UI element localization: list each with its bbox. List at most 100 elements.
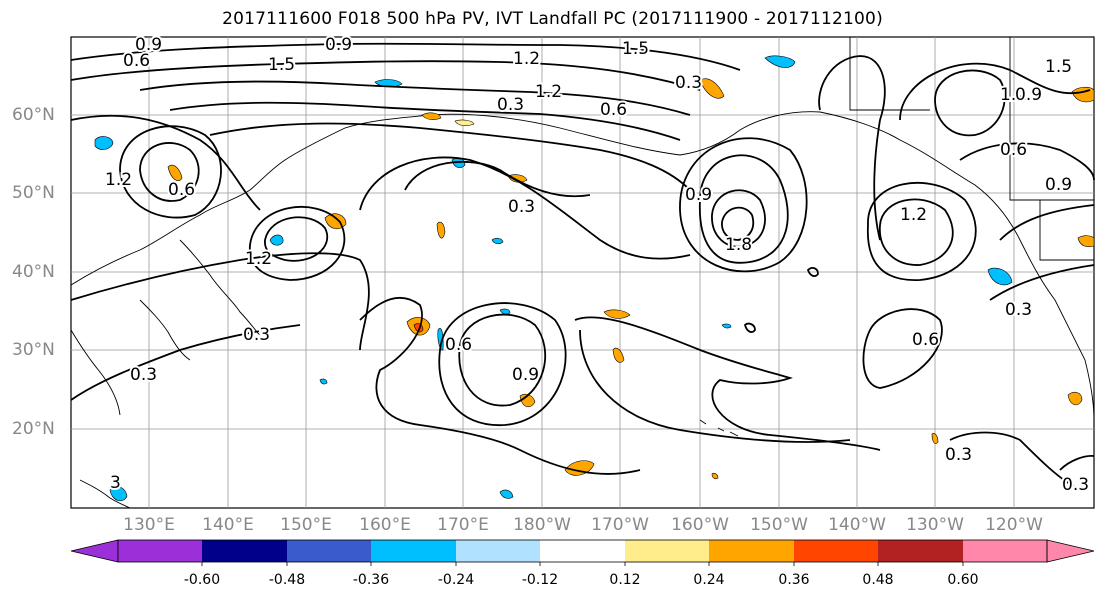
contour-label-halo: 1.5 <box>1045 57 1072 77</box>
contour-label: 0.6 <box>445 335 472 355</box>
colorbar-segment <box>456 540 540 562</box>
contour-label-halo: 0.6 <box>912 330 939 350</box>
contour-label: 0.6 <box>912 330 939 350</box>
contour-label: 0.9 <box>685 185 712 205</box>
contour-label: 1.2 <box>535 82 562 102</box>
colorbar-segment <box>202 540 287 562</box>
contour-label: 1.2 <box>900 205 927 225</box>
contour-label-halo: 1.2 <box>105 170 132 190</box>
contour-label: 0.9 <box>512 365 539 385</box>
contour-label-halo: 0.9 <box>325 35 352 55</box>
contour-label-halo: 0.3 <box>675 73 702 93</box>
contour-label-halo: 0.6 <box>1000 140 1027 160</box>
contour-label-halo: 0.3 <box>1005 300 1032 320</box>
colorbar-tick: 0.12 <box>609 572 641 588</box>
contour-label-halo: 0.3 <box>945 445 972 465</box>
contour-label: 1.2 <box>105 170 132 190</box>
contour-label-halo: 0.3 <box>243 325 270 345</box>
lat-label-40n: 40°N <box>12 262 55 282</box>
colorbar-segment <box>118 540 202 562</box>
contour-label-halo: 0.6 <box>445 335 472 355</box>
lon-label-170e: 170°E <box>437 515 489 535</box>
lon-label-160e: 160°E <box>359 515 411 535</box>
colorbar-frame <box>117 539 1048 563</box>
contour-label: 0.6 <box>600 100 627 120</box>
contour-label-halo: 0.3 <box>1062 475 1089 495</box>
contour-label-halo: 1.2 <box>1000 85 1027 105</box>
map-title: 2017111600 F018 500 hPa PV, IVT Landfall… <box>222 9 883 29</box>
contour-label-halo: 1.5 <box>622 39 649 59</box>
contour-labels: 0.90.9 0.90.91.51.5 1.21.21.21.20.60.60.30… <box>103 33 1091 497</box>
contour-label: 1.5 <box>622 39 649 59</box>
lon-label-130w: 130°W <box>906 515 964 535</box>
colorbar-tick: -0.48 <box>268 572 306 588</box>
colorbar <box>70 539 1095 566</box>
contour-label-halo: 0.6 <box>123 51 150 71</box>
coastlines <box>70 37 1095 509</box>
pv-contours <box>70 42 1095 491</box>
contour-label-halo: 3 <box>110 473 121 493</box>
contour-label: 0.3 <box>675 73 702 93</box>
contour-label: 1.5 <box>268 55 295 75</box>
colorbar-segment <box>794 540 878 562</box>
contour-label: 0.3 <box>508 197 535 217</box>
colorbar-segment <box>878 540 963 562</box>
contour-label: 0.9 <box>325 35 352 55</box>
contour-label: 0.3 <box>1062 475 1089 495</box>
contour-label: 0.9 <box>1015 85 1042 105</box>
colorbar-tick: 0.36 <box>778 572 810 588</box>
contour-label: 0.3 <box>243 325 270 345</box>
contour-label-halo: 1.2 <box>245 249 272 269</box>
lat-label-60n: 60°N <box>12 105 55 125</box>
colorbar-segment <box>540 540 625 562</box>
contour-label: 1.2 <box>513 49 540 69</box>
contour-label-halo: 1.2 <box>535 82 562 102</box>
contour-label: 0.3 <box>497 95 524 115</box>
lon-label-180w: 180°W <box>513 515 571 535</box>
lon-label-150e: 150°E <box>280 515 332 535</box>
colorbar-tick: 0.24 <box>693 572 725 588</box>
contour-label-halo: 0.6 <box>600 100 627 120</box>
contour-label-halo: 1.2 <box>900 205 927 225</box>
lon-label-160w: 160°W <box>671 515 729 535</box>
contour-label: 0.9 <box>1045 175 1072 195</box>
contour-label: 3 <box>110 473 121 493</box>
lon-label-130e: 130°E <box>123 515 175 535</box>
contour-label-halo: 0.9 <box>685 185 712 205</box>
contour-label-halo: 0.6 <box>168 180 195 200</box>
contour-label: 0.3 <box>1005 300 1032 320</box>
colorbar-tick: 0.60 <box>947 572 979 588</box>
colorbar-segment <box>963 540 1047 562</box>
contour-label: 0.9 <box>135 35 162 55</box>
anomaly-patches <box>94 55 1095 502</box>
contour-label-halo: 0.9 <box>135 35 162 55</box>
lat-label-20n: 20°N <box>12 419 55 439</box>
lon-label-140e: 140°E <box>202 515 254 535</box>
lat-label-30n: 30°N <box>12 340 55 360</box>
colorbar-tick: -0.24 <box>437 572 475 588</box>
colorbar-extend-min <box>70 539 119 563</box>
contour-label: 1.8 <box>725 235 752 255</box>
lon-label-150w: 150°W <box>750 515 808 535</box>
contour-label-halo: 1.8 <box>725 235 752 255</box>
colorbar-segment <box>371 540 456 562</box>
contour-label: 0.3 <box>945 445 972 465</box>
contour-label: 0.6 <box>168 180 195 200</box>
contour-label-halo: 1.2 <box>513 49 540 69</box>
contour-label-halo: 0.9 <box>1015 85 1042 105</box>
colorbar-extend-max <box>1046 539 1095 563</box>
contour-label: 0.6 <box>123 51 150 71</box>
colorbar-segment <box>287 540 371 562</box>
colorbar-segment <box>625 540 709 562</box>
colorbar-tick: 0.48 <box>862 572 894 588</box>
contour-label: 0.6 <box>1000 140 1027 160</box>
contour-label: 1.5 <box>1045 57 1072 77</box>
contour-label-halo: 0.3 <box>130 365 157 385</box>
contour-label-halo: 1.5 <box>268 55 295 75</box>
colorbar-tick: -0.36 <box>352 572 390 588</box>
colorbar-tick: -0.12 <box>521 572 559 588</box>
contour-label-halo: 0.3 <box>508 197 535 217</box>
contour-label: 1.2 <box>1000 85 1027 105</box>
contour-label-halo: 0.3 <box>497 95 524 115</box>
